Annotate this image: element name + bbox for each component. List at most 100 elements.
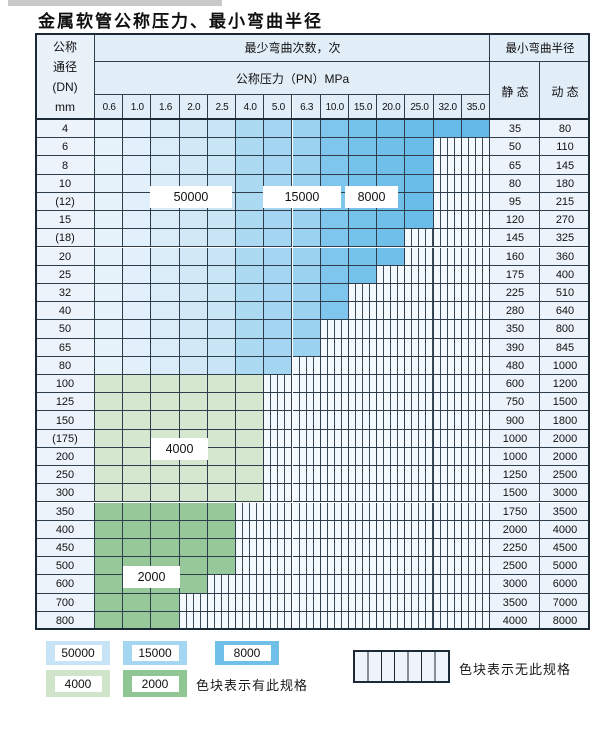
no-spec-cell <box>377 466 406 485</box>
dn-label: 200 <box>35 447 95 467</box>
spec-available-cell <box>236 447 265 467</box>
spec-available-cell <box>377 229 406 248</box>
spec-available-cell <box>236 320 265 339</box>
no-spec-cell <box>405 575 434 594</box>
spec-available-cell <box>123 611 152 630</box>
no-spec-cell <box>292 502 321 521</box>
cycle-count-label-2000: 2000 <box>123 566 180 588</box>
spec-available-cell <box>123 320 152 339</box>
spec-available-cell <box>95 174 124 193</box>
legend-no-spec-swatch <box>353 650 450 683</box>
no-spec-cell <box>292 557 321 576</box>
no-spec-cell <box>433 575 462 594</box>
no-spec-cell <box>377 356 406 375</box>
spec-available-cell <box>264 302 293 321</box>
cycle-count-label-50000: 50000 <box>150 186 232 208</box>
dynamic-radius-value: 640 <box>540 302 590 321</box>
spec-available-cell <box>377 156 406 175</box>
no-spec-cell <box>292 356 321 375</box>
spec-available-cell <box>123 356 152 375</box>
no-spec-cell <box>461 356 490 375</box>
cycle-count-label-4000: 4000 <box>151 438 208 460</box>
spec-available-cell <box>95 375 124 394</box>
no-spec-cell <box>461 283 490 303</box>
dn-label: 600 <box>35 575 95 594</box>
no-spec-cell <box>461 375 490 394</box>
no-spec-cell <box>433 320 462 339</box>
spec-available-cell <box>236 174 265 193</box>
no-spec-cell <box>264 447 293 467</box>
dn-label: 800 <box>35 611 95 630</box>
spec-available-cell <box>236 411 265 430</box>
no-spec-cell <box>320 575 349 594</box>
dn-label: 65 <box>35 338 95 357</box>
no-spec-cell <box>292 393 321 412</box>
dn-label: (175) <box>35 429 95 448</box>
spec-available-cell <box>292 302 321 321</box>
no-spec-cell <box>433 411 462 430</box>
dynamic-radius-value: 7000 <box>540 593 590 612</box>
no-spec-cell <box>348 356 378 375</box>
pressure-value-5.0: 5.0 <box>264 95 293 120</box>
no-spec-cell <box>405 557 434 576</box>
static-radius-value: 600 <box>490 375 540 394</box>
pressure-value-2.0: 2.0 <box>179 95 208 120</box>
spec-available-cell <box>433 120 462 139</box>
spec-available-cell <box>236 138 265 157</box>
spec-available-cell <box>123 229 152 248</box>
spec-available-cell <box>405 211 434 230</box>
spec-available-cell <box>179 265 208 284</box>
pressure-value-35.0: 35.0 <box>461 95 490 120</box>
spec-available-cell <box>123 338 152 357</box>
no-spec-cell <box>320 447 349 467</box>
dn-label: 300 <box>35 484 95 503</box>
no-spec-cell <box>377 611 406 630</box>
no-spec-cell <box>264 484 293 503</box>
spec-available-cell <box>151 466 180 485</box>
spec-available-cell <box>207 356 237 375</box>
spec-available-cell <box>292 120 321 139</box>
no-spec-cell <box>433 229 462 248</box>
no-spec-cell <box>377 520 406 539</box>
spec-available-cell <box>236 229 265 248</box>
no-spec-cell <box>377 411 406 430</box>
static-radius-value: 2250 <box>490 538 540 558</box>
spec-available-cell <box>207 229 237 248</box>
static-radius-value: 225 <box>490 283 540 303</box>
no-spec-cell <box>320 338 349 357</box>
spec-available-cell <box>123 247 152 266</box>
static-radius-value: 750 <box>490 393 540 412</box>
dynamic-radius-value: 325 <box>540 229 590 248</box>
dn-label: 400 <box>35 520 95 539</box>
legend-swatch-label: 4000 <box>54 675 102 692</box>
spec-available-cell <box>179 120 208 139</box>
no-spec-cell <box>461 302 490 321</box>
spec-available-cell <box>179 393 208 412</box>
spec-available-cell <box>264 247 293 266</box>
spec-available-cell <box>123 138 152 157</box>
spec-available-cell <box>123 174 152 193</box>
spec-available-cell <box>292 156 321 175</box>
spec-available-cell <box>207 557 237 576</box>
static-radius-value: 3000 <box>490 575 540 594</box>
dynamic-radius-value: 215 <box>540 192 590 212</box>
dn-label: 125 <box>35 393 95 412</box>
no-spec-cell <box>377 557 406 576</box>
static-radius-value: 95 <box>490 192 540 212</box>
no-spec-cell <box>320 538 349 558</box>
pressure-value-0.6: 0.6 <box>95 95 124 120</box>
no-spec-cell <box>461 138 490 157</box>
no-spec-cell <box>405 229 434 248</box>
no-spec-cell <box>461 265 490 284</box>
spec-available-cell <box>95 302 124 321</box>
dynamic-radius-value: 8000 <box>540 611 590 630</box>
pressure-value-10.0: 10.0 <box>320 95 349 120</box>
spec-available-cell <box>292 338 321 357</box>
no-spec-cell <box>292 520 321 539</box>
spec-available-cell <box>123 502 152 521</box>
spec-available-cell <box>348 211 378 230</box>
no-spec-cell <box>461 484 490 503</box>
spec-available-cell <box>207 466 237 485</box>
spec-available-cell <box>405 192 434 212</box>
spec-available-cell <box>123 265 152 284</box>
